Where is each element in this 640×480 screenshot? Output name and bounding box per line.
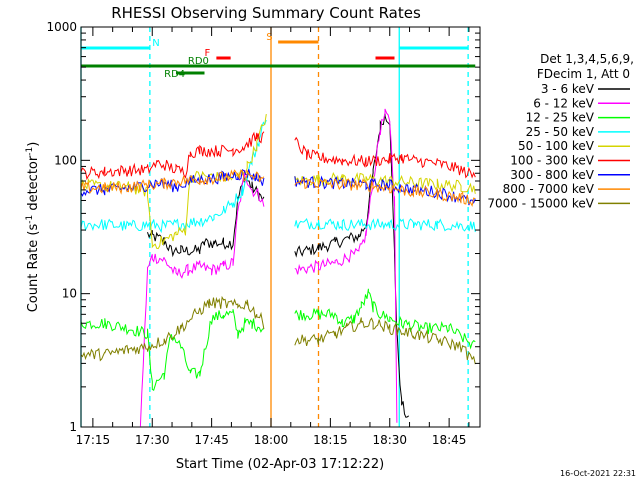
x-axis-label: Start Time (02-Apr-03 17:12:22) [176,457,384,472]
chart-title: RHESSI Observing Summary Count Rates [111,4,421,22]
y-label-sup2: -1 [25,147,35,156]
legend-label-100-300-kev: 100 - 300 keV [510,154,594,168]
legend-label-12-25-kev: 12 - 25 keV [526,111,595,125]
legend-label-800-7000-kev: 800 - 7000 keV [503,182,595,196]
y-label-end: ) [26,142,41,147]
y-tick-label: 1 [69,420,77,434]
date-stamp: 16-Oct-2021 22:31 [560,469,636,478]
x-tick-label: 17:15 [76,433,111,447]
legend-label-300-800-kev: 300 - 800 keV [510,168,594,182]
y-tick-label: 1000 [46,20,77,34]
x-tick-label: 17:45 [194,433,229,447]
y-tick-label: 100 [54,153,77,167]
series-line-800-7000-kev [80,169,476,208]
flag-label-n-0: N [152,38,159,49]
flag-label-rd0-5: RD0 [188,56,209,67]
flag-label-f-3: F [205,48,211,59]
flag-label-s-2: S [266,32,272,43]
y-tick-label: 10 [62,287,77,301]
y-label-sup1: -1 [25,215,35,224]
series-group [80,108,476,427]
x-tick-label: 18:15 [313,433,348,447]
x-tick-label: 18:30 [372,433,407,447]
series-line-25-50-kev [80,119,476,234]
legend-label-25-50-kev: 25 - 50 keV [526,125,595,139]
y-axis-label: Count Rate (s-1 detector-1) [25,142,41,313]
legend-label-50-100-kev: 50 - 100 keV [518,139,595,153]
series-line-7000-15000-kev [80,295,476,365]
legend-header-1: Det 1,3,4,5,6,9, [540,52,634,66]
flag-label-rd4-6: RD4 [164,69,185,80]
legend-label-6-12-kev: 6 - 12 keV [533,96,595,110]
series-line-300-800-kev [80,169,476,206]
y-label-main: Count Rate (s [26,224,41,313]
legend-label-3-6-kev: 3 - 6 keV [541,82,595,96]
series-line-12-25-kev [80,288,476,391]
plot-frame [80,26,481,428]
x-tick-label: 18:00 [254,433,289,447]
y-label-mid: detector [26,155,41,215]
legend-label-7000-15000-kev: 7000 - 15000 keV [487,196,594,210]
x-tick-label: 17:30 [135,433,170,447]
legend-header-2: FDecim 1, Att 0 [537,67,630,81]
legend: Det 1,3,4,5,6,9, FDecim 1, Att 0 3 - 6 k… [487,52,634,210]
x-tick-label: 18:45 [432,433,467,447]
series-line-100-300-kev [80,131,476,181]
series-line-6-12-kev [139,108,398,427]
axes: 1 10 100 1000 17:15 17:30 17:45 18:00 18:15 18:30… [46,20,480,447]
